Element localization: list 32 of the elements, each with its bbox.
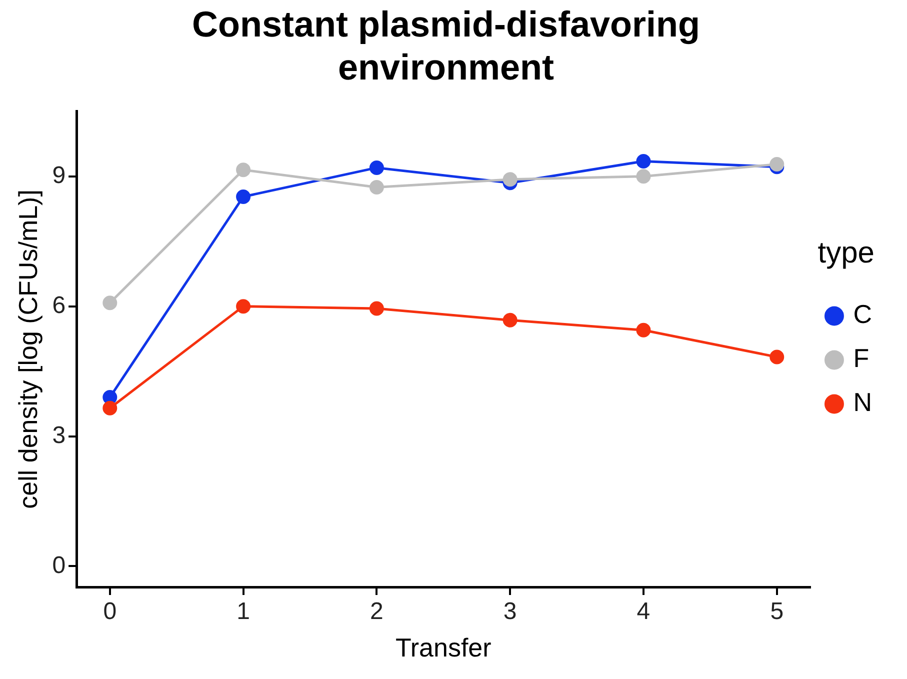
point [369, 301, 384, 316]
chart-title: Constant plasmid-disfavoring environment [192, 4, 700, 88]
point [236, 299, 251, 314]
point [102, 296, 118, 310]
point [636, 322, 651, 338]
point [236, 162, 251, 178]
legend-label: N [853, 387, 872, 418]
x-tick-label: 3 [503, 598, 517, 626]
legend-label: F [853, 343, 870, 374]
x-tick-label: 4 [636, 598, 650, 626]
point [636, 169, 651, 184]
y-tick-label: 6 [52, 292, 66, 319]
point [770, 350, 784, 364]
point [102, 400, 118, 416]
y-tick-label: 3 [52, 422, 66, 449]
x-tick-label: 1 [236, 598, 250, 626]
x-tick-label: 5 [770, 598, 784, 626]
x-tick-label: 2 [370, 598, 384, 626]
point [369, 180, 384, 194]
x-axis-title: Transfer [395, 632, 492, 663]
point [502, 172, 518, 187]
y-tick-label: 9 [52, 162, 66, 189]
legend-label: C [853, 299, 872, 330]
y-tick-label: 0 [52, 552, 66, 579]
x-tick-label: 0 [103, 598, 117, 626]
legend-title: type [818, 236, 874, 270]
point [502, 312, 518, 328]
point [236, 189, 251, 204]
point [770, 156, 784, 172]
point [636, 154, 651, 168]
point [369, 160, 384, 175]
y-axis-title: cell density [log (CFUs/mL)] [12, 190, 43, 509]
